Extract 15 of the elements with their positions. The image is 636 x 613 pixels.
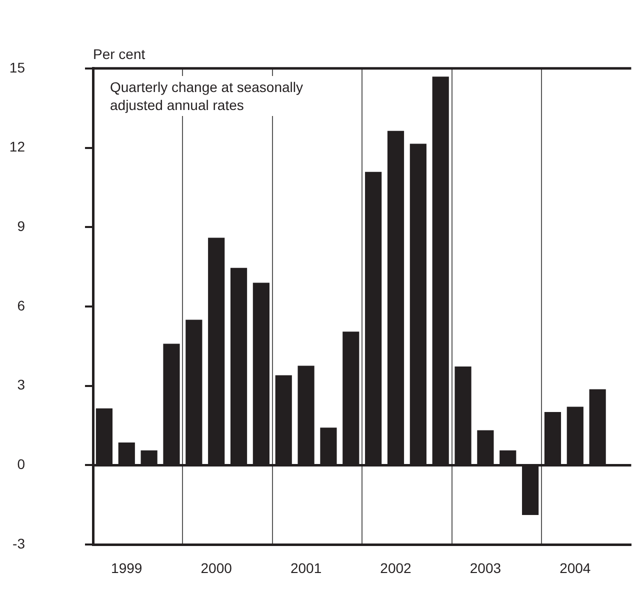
y-axis-title: Per cent xyxy=(93,46,146,62)
y-tick-label: 15 xyxy=(9,59,26,76)
x-tick-label: 1999 xyxy=(111,560,142,576)
annotation: Quarterly change at seasonally adjusted annual rates xyxy=(106,76,329,116)
x-tick-label: 2000 xyxy=(200,560,232,576)
y-tick-label: -3 xyxy=(12,535,26,552)
x-tick-label: 2002 xyxy=(380,560,412,576)
y-tick-label: 3 xyxy=(17,376,26,393)
y-tick-label: 12 xyxy=(9,138,26,155)
x-tick-label: 2003 xyxy=(470,560,502,576)
x-tick-label: 2001 xyxy=(290,560,322,576)
y-tick-label: 6 xyxy=(17,297,26,314)
x-tick-label: 2004 xyxy=(560,560,591,576)
y-tick-label: 9 xyxy=(17,218,26,234)
y-tick-label: 0 xyxy=(17,456,26,472)
